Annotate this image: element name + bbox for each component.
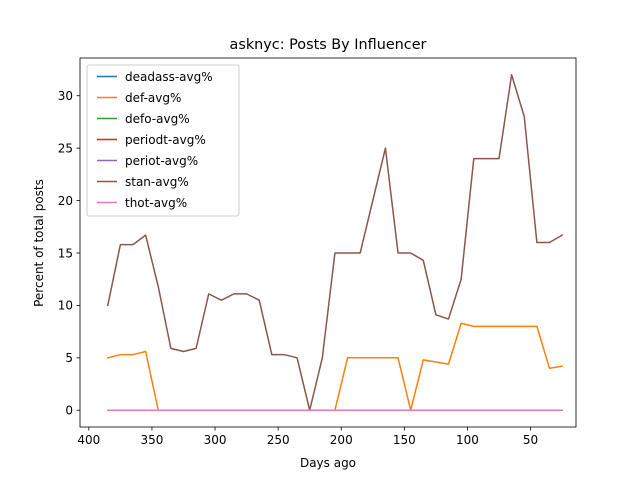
legend-frame xyxy=(86,64,240,217)
y-tick-label: 5 xyxy=(65,351,73,365)
series-layer xyxy=(106,74,564,411)
legend-label: deadass-avg% xyxy=(125,70,213,84)
y-tick-label: 20 xyxy=(58,194,73,208)
y-tick-label: 10 xyxy=(58,299,73,313)
legend-label: periot-avg% xyxy=(125,154,198,168)
axes-layer: 400 350 300 250 200 150 100 50 0 5 10 15 20 25 30 xyxy=(58,57,577,447)
legend-label: defo-avg% xyxy=(125,112,190,126)
x-tick-label: 300 xyxy=(204,433,227,447)
plot-frame xyxy=(79,57,577,428)
x-tick-label: 150 xyxy=(393,433,416,447)
y-tick-label: 30 xyxy=(58,89,73,103)
legend-label: def-avg% xyxy=(125,91,181,105)
y-axis-label: Percent of total posts xyxy=(32,179,46,307)
series-line-stan-avg xyxy=(106,74,564,411)
legend-label: thot-avg% xyxy=(125,196,187,210)
y-tick-label: 15 xyxy=(58,246,73,260)
legend: deadass-avg% def-avg% defo-avg% periodt-avg… xyxy=(86,64,240,217)
chart-title: asknyc: Posts By Influencer xyxy=(230,37,427,53)
x-tick-label: 200 xyxy=(330,433,353,447)
x-tick-label: 350 xyxy=(140,433,163,447)
x-tick-label: 50 xyxy=(523,433,538,447)
x-tick-label: 250 xyxy=(267,433,290,447)
legend-label: stan-avg% xyxy=(125,175,189,189)
y-tick-label: 0 xyxy=(65,404,73,418)
legend-label: periodt-avg% xyxy=(125,133,206,147)
y-tick-label: 25 xyxy=(58,141,73,155)
x-axis-label: Days ago xyxy=(300,456,356,470)
x-tick-label: 100 xyxy=(456,433,479,447)
x-tick-label: 400 xyxy=(77,433,100,447)
